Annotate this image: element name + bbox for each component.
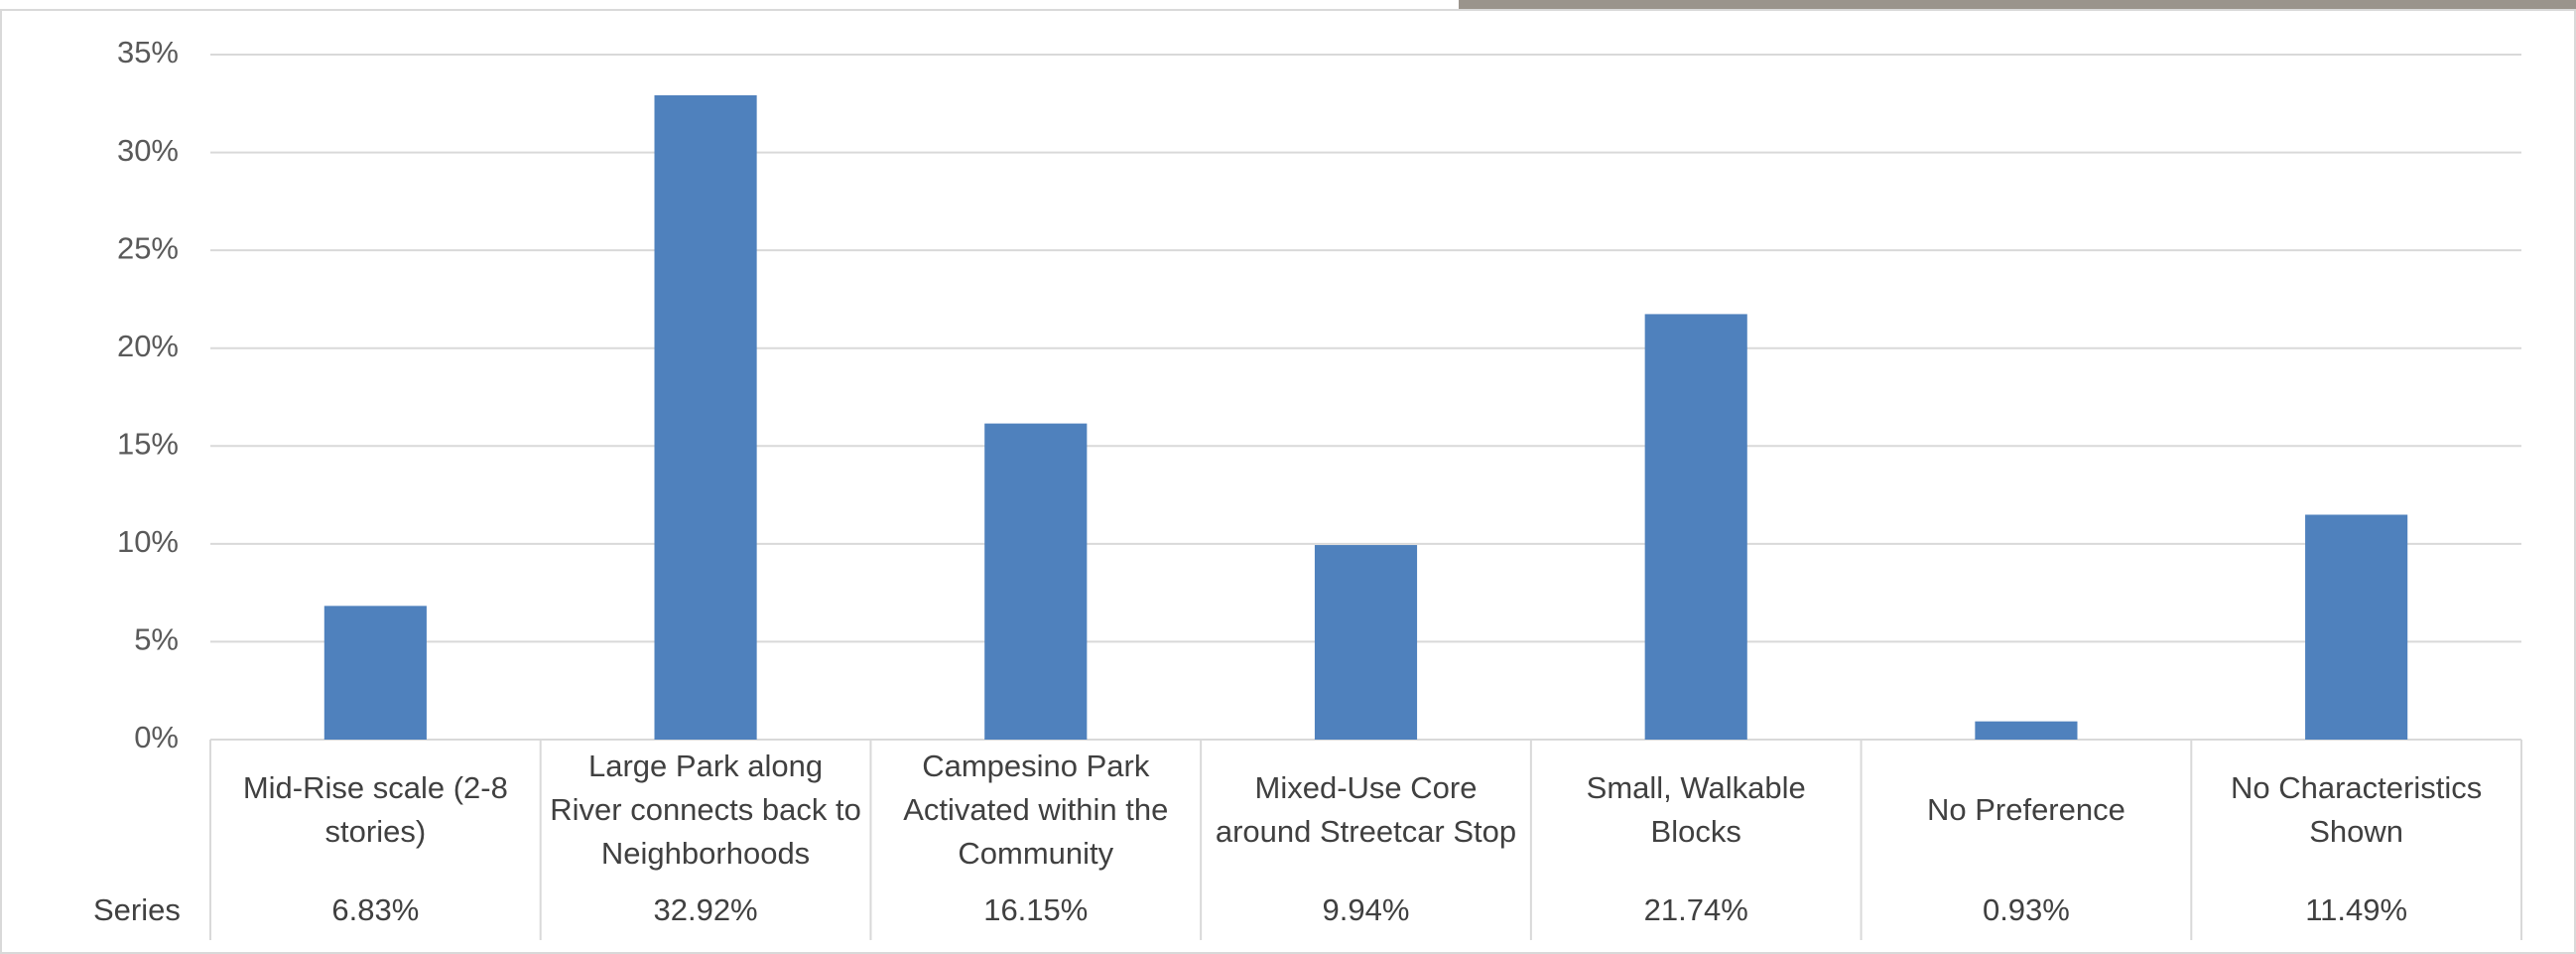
- y-tick-label: 5%: [134, 622, 179, 657]
- category-label: No Preference: [1926, 791, 2125, 827]
- bar: [984, 423, 1088, 740]
- y-tick-label: 20%: [117, 329, 179, 363]
- table-value: 6.83%: [331, 891, 420, 927]
- table-value: 32.92%: [653, 891, 758, 927]
- bar: [1644, 314, 1747, 740]
- bar: [2305, 514, 2408, 740]
- table-value: 0.93%: [1982, 891, 2070, 927]
- category-label: Mid-Rise scale (2-8 stories): [242, 769, 508, 849]
- bar: [323, 606, 427, 740]
- table-value: 9.94%: [1322, 891, 1410, 927]
- y-tick-label: 25%: [117, 230, 179, 265]
- category-label: Small, Walkable Blocks: [1586, 769, 1806, 849]
- category-label: Campesino Park Activated within the Comm…: [903, 748, 1169, 871]
- y-tick-label: 15%: [117, 426, 179, 461]
- bar: [654, 95, 757, 740]
- table-value: 21.74%: [1643, 891, 1748, 927]
- bar: [1975, 721, 2078, 740]
- table-value: 11.49%: [2305, 891, 2408, 927]
- chart-frame: [0, 9, 2576, 954]
- bar: [1314, 545, 1418, 740]
- y-tick-label: 35%: [117, 35, 179, 69]
- legend-series-name: Series: [79, 880, 183, 940]
- table-value: 16.15%: [983, 891, 1089, 927]
- y-tick-label: 10%: [117, 524, 179, 559]
- photo-strip: [1459, 0, 2576, 9]
- category-label: Large Park along River connects back to …: [550, 748, 861, 871]
- y-tick-label: 30%: [117, 133, 179, 168]
- category-label: No Characteristics Shown: [2231, 769, 2483, 849]
- y-tick-label: 0%: [134, 720, 179, 754]
- category-label: Mixed-Use Core around Streetcar Stop: [1215, 769, 1517, 849]
